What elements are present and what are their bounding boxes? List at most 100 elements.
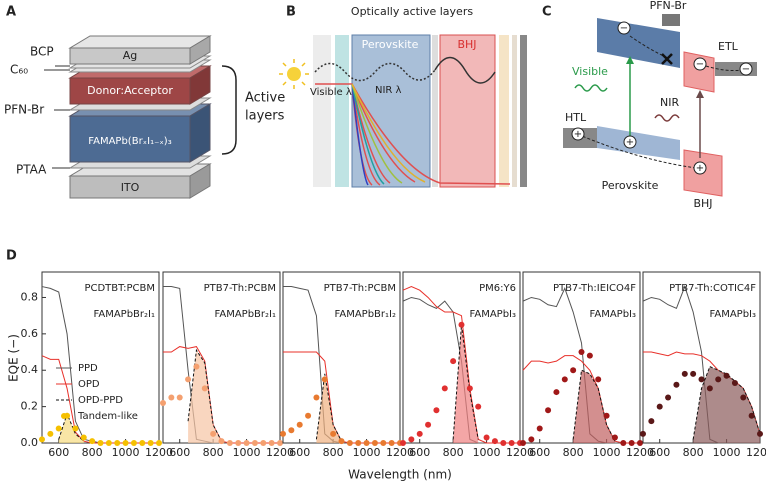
panel-label: C [542, 5, 552, 20]
tandem-point [251, 440, 258, 446]
tandem-point [433, 407, 440, 414]
difference-area [573, 370, 615, 443]
tandem-point [757, 430, 763, 437]
tandem-point [105, 440, 112, 446]
x-tick-label: 1000 [593, 446, 621, 459]
charge [623, 135, 637, 149]
tandem-point [218, 438, 225, 445]
tandem-point [168, 394, 175, 401]
tandem-point [89, 438, 96, 445]
x-tick-label: 800 [443, 446, 464, 459]
charge [693, 161, 707, 175]
panel-label: B [286, 5, 296, 20]
layer-label: BHJ [693, 197, 712, 210]
x-axis-label: Wavelength (nm) [348, 468, 452, 482]
layer-band [499, 35, 509, 187]
tandem-point [288, 427, 295, 434]
x-tick-label: 800 [203, 446, 224, 459]
legend-label: Tandem-like [77, 411, 138, 422]
y-tick-label: 0.8 [21, 290, 39, 303]
bracket-label: layers [245, 109, 285, 124]
panel-a: A Ag Donor:Acceptor FAMAPb(BrₓI₁₋ₓ)₃ ITO… [4, 5, 285, 199]
charges: − − − + + + [571, 21, 753, 175]
subplot-title: PTB7-Th:PCBM [204, 283, 276, 294]
wave-label: Visible λ [310, 87, 352, 98]
tandem-point [416, 430, 423, 437]
tandem-point [425, 421, 432, 428]
blocked [661, 53, 673, 65]
side-label: PFN-Br [4, 103, 44, 117]
tandem-point [681, 370, 688, 377]
arrow-head [626, 56, 634, 64]
charge-sign: − [620, 23, 628, 34]
tandem-point [371, 440, 378, 446]
tandem-point [620, 440, 627, 446]
series-line [572, 369, 616, 442]
pfn-level [662, 14, 680, 26]
tandem-point [520, 440, 526, 446]
light-label: NIR [660, 96, 679, 109]
layer-band [520, 35, 527, 187]
tandem-point [243, 440, 250, 446]
tandem-point [280, 430, 286, 437]
absorption-curve [351, 83, 369, 186]
x-tick-label: 1000 [353, 446, 381, 459]
subplot-subtitle: FAMAPbBr₂I₁ [94, 309, 155, 320]
y-tick-label: 0.6 [21, 327, 39, 340]
x-tick-label: 600 [529, 446, 550, 459]
layer-label: PFN-Br [650, 0, 687, 12]
plot-frame [282, 271, 401, 444]
tandem-point [210, 430, 217, 437]
layer-label: HTL [565, 111, 587, 124]
tandem-point [698, 376, 705, 383]
series-line [187, 348, 222, 442]
visible-photon [574, 84, 608, 92]
x-tick-label: 600 [48, 446, 69, 459]
tandem-point [408, 436, 415, 443]
x-tick-label: 1200 [386, 446, 414, 459]
tandem-point [156, 440, 162, 446]
tandem-point [55, 425, 62, 432]
tandem-point [648, 418, 655, 425]
absorption-curve [351, 83, 385, 185]
tandem-point [731, 379, 738, 386]
perovskite-side [189, 103, 211, 163]
tandem-point [321, 376, 328, 383]
tandem-point [139, 440, 146, 446]
x-tick-label: 800 [683, 446, 704, 459]
y-tick-label: 0.2 [21, 400, 39, 413]
tandem-point [536, 425, 543, 432]
x-tick-label: 1200 [626, 446, 654, 459]
y-tick-label: 0.4 [21, 363, 39, 376]
x-tick-label: 600 [409, 446, 430, 459]
tandem-point [72, 425, 79, 432]
charge-sign: + [574, 129, 582, 140]
charge-sign: − [696, 59, 704, 70]
layer-label: Donor:Acceptor [87, 84, 173, 97]
tandem-point [47, 430, 54, 437]
panel-d: D EQE (−) Wavelength (nm) 600 800 1000 1200… [6, 249, 766, 482]
perovskite-homo [597, 126, 680, 160]
difference-area [58, 413, 84, 443]
legend-marker [61, 413, 67, 419]
tandem-point [268, 440, 275, 446]
tandem-point [748, 412, 755, 419]
tandem-point [80, 434, 87, 441]
subplot-subtitle: FAMAPbI₃ [710, 309, 756, 320]
difference-area [316, 373, 342, 443]
tandem-point [690, 370, 697, 377]
tandem-point [97, 440, 104, 446]
tandem-point [380, 440, 387, 446]
tandem-point [656, 403, 663, 410]
tandem-point [586, 352, 593, 359]
tandem-point [450, 358, 457, 365]
x-tick-label: 1200 [145, 446, 173, 459]
sun-rays [279, 59, 309, 89]
layer-band [335, 35, 349, 187]
x-tick-label: 600 [649, 446, 670, 459]
subplot-title: PTB7-Th:COTIC4F [669, 283, 756, 294]
absorption-curve [351, 83, 403, 184]
arrow-head [696, 90, 704, 98]
tandem-point [313, 394, 320, 401]
tandem-point [201, 385, 208, 392]
